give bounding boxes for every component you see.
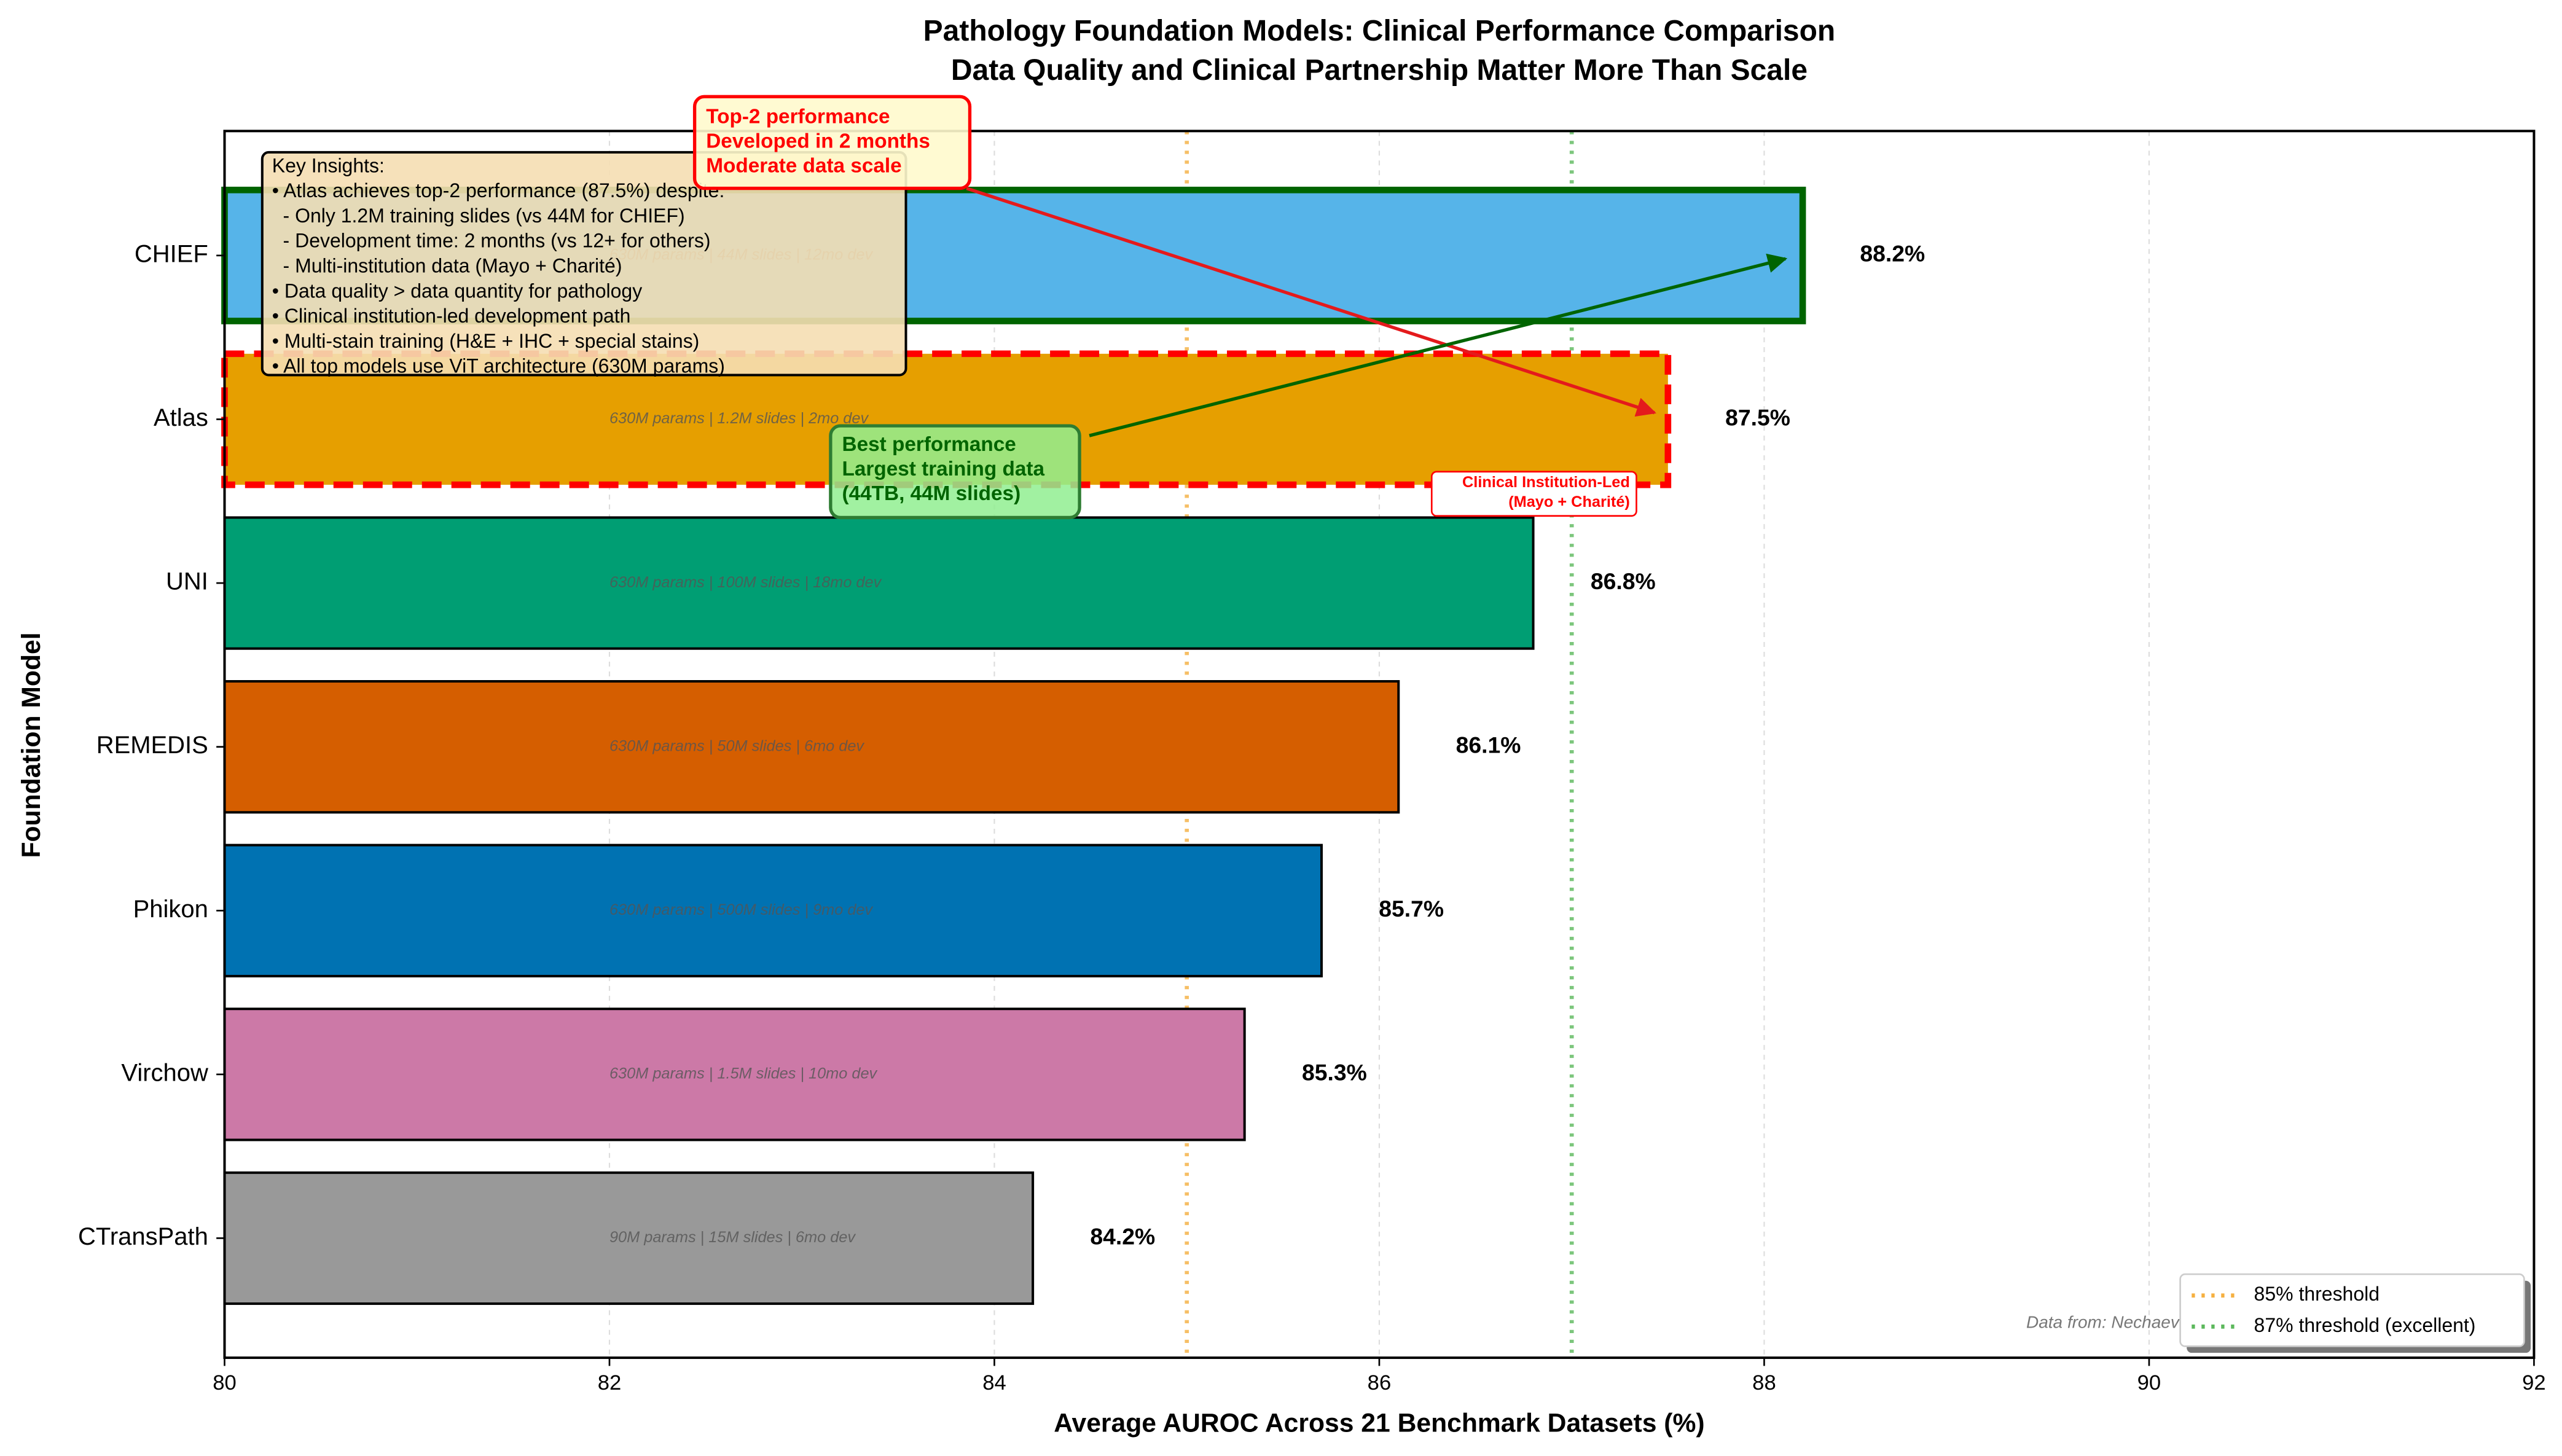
annotation-text: Clinical Institution-Led xyxy=(1462,474,1630,491)
x-tick-label: 86 xyxy=(1368,1371,1392,1395)
value-label: 87.5% xyxy=(1725,404,1790,430)
bar xyxy=(223,1171,1035,1305)
insight-line: • Data quality > data quantity for patho… xyxy=(272,280,642,302)
value-label: 85.7% xyxy=(1379,896,1444,922)
y-tick-label: REMEDIS xyxy=(96,732,208,759)
insight-line: • All top models use ViT architecture (6… xyxy=(272,355,725,377)
insight-line: • Atlas achieves top-2 performance (87.5… xyxy=(272,179,725,202)
x-tick-label: 92 xyxy=(2522,1371,2546,1395)
y-axis-label: Foundation Model xyxy=(17,632,46,858)
bar xyxy=(223,680,1400,814)
bar-note: 630M params | 500M slides | 9mo dev xyxy=(609,901,874,918)
x-tick-label: 84 xyxy=(982,1371,1006,1395)
bar xyxy=(223,516,1535,650)
bar-note: 630M params | 1.5M slides | 10mo dev xyxy=(609,1065,878,1082)
bar xyxy=(223,1008,1246,1141)
insight-line: - Multi-institution data (Mayo + Charité… xyxy=(272,255,622,277)
annotation-box xyxy=(261,151,907,377)
annotation-text: (44TB, 44M slides) xyxy=(842,482,1021,505)
insight-line: - Development time: 2 months (vs 12+ for… xyxy=(272,230,711,252)
x-tick-label: 80 xyxy=(213,1371,237,1395)
annotation-text: Top-2 performance xyxy=(706,106,890,128)
chart-title: Pathology Foundation Models: Clinical Pe… xyxy=(923,15,1836,47)
value-label: 88.2% xyxy=(1860,241,1925,267)
annotation-box xyxy=(829,424,1081,520)
annotation-text: Best performance xyxy=(842,433,1016,456)
arrow xyxy=(966,187,1656,417)
bar xyxy=(223,843,1323,977)
annotation-text: Largest training data xyxy=(842,458,1045,480)
y-tick-label: CHIEF xyxy=(135,240,208,267)
x-tick-label: 88 xyxy=(1752,1371,1776,1395)
bar-note: 630M params | 1.2M slides | 2mo dev xyxy=(609,410,869,427)
bar-note: 90M params | 15M slides | 6mo dev xyxy=(609,1229,856,1246)
annotation-text: Developed in 2 months xyxy=(706,130,930,153)
legend-label: 85% threshold xyxy=(2254,1283,2380,1305)
y-tick-label: CTransPath xyxy=(78,1223,208,1250)
x-tick-label: 82 xyxy=(598,1371,622,1395)
insight-line: • Clinical institution-led development p… xyxy=(272,305,631,327)
bar-note: 630M params | 100M slides | 18mo dev xyxy=(609,574,882,591)
legend-label: 87% threshold (excellent) xyxy=(2254,1314,2476,1336)
value-label: 84.2% xyxy=(1090,1223,1155,1249)
annotation-box xyxy=(1430,471,1637,517)
insight-line: - Only 1.2M training slides (vs 44M for … xyxy=(272,205,685,227)
x-axis-label: Average AUROC Across 21 Benchmark Datase… xyxy=(1054,1409,1704,1438)
y-tick-label: Phikon xyxy=(133,896,208,923)
insight-line: Key Insights: xyxy=(272,154,385,176)
annotation-box xyxy=(692,95,972,190)
y-tick-label: Atlas xyxy=(154,404,208,431)
legend xyxy=(2179,1273,2525,1347)
value-label: 85.3% xyxy=(1302,1060,1367,1086)
y-tick-label: UNI xyxy=(166,568,208,595)
arrow xyxy=(1089,253,1788,437)
annotation-text: Moderate data scale xyxy=(706,155,901,178)
y-tick-label: Virchow xyxy=(121,1059,208,1086)
insight-line: • Multi-stain training (H&E + IHC + spec… xyxy=(272,330,700,352)
chart-subtitle: Data Quality and Clinical Partnership Ma… xyxy=(951,54,1808,87)
plot-frame xyxy=(223,130,2536,1360)
value-label: 86.1% xyxy=(1456,732,1521,758)
annotation-text: (Mayo + Charité) xyxy=(1508,493,1630,511)
bar-note: 630M params | 50M slides | 6mo dev xyxy=(609,737,864,754)
value-label: 86.8% xyxy=(1591,568,1656,594)
x-tick-label: 90 xyxy=(2137,1371,2161,1395)
